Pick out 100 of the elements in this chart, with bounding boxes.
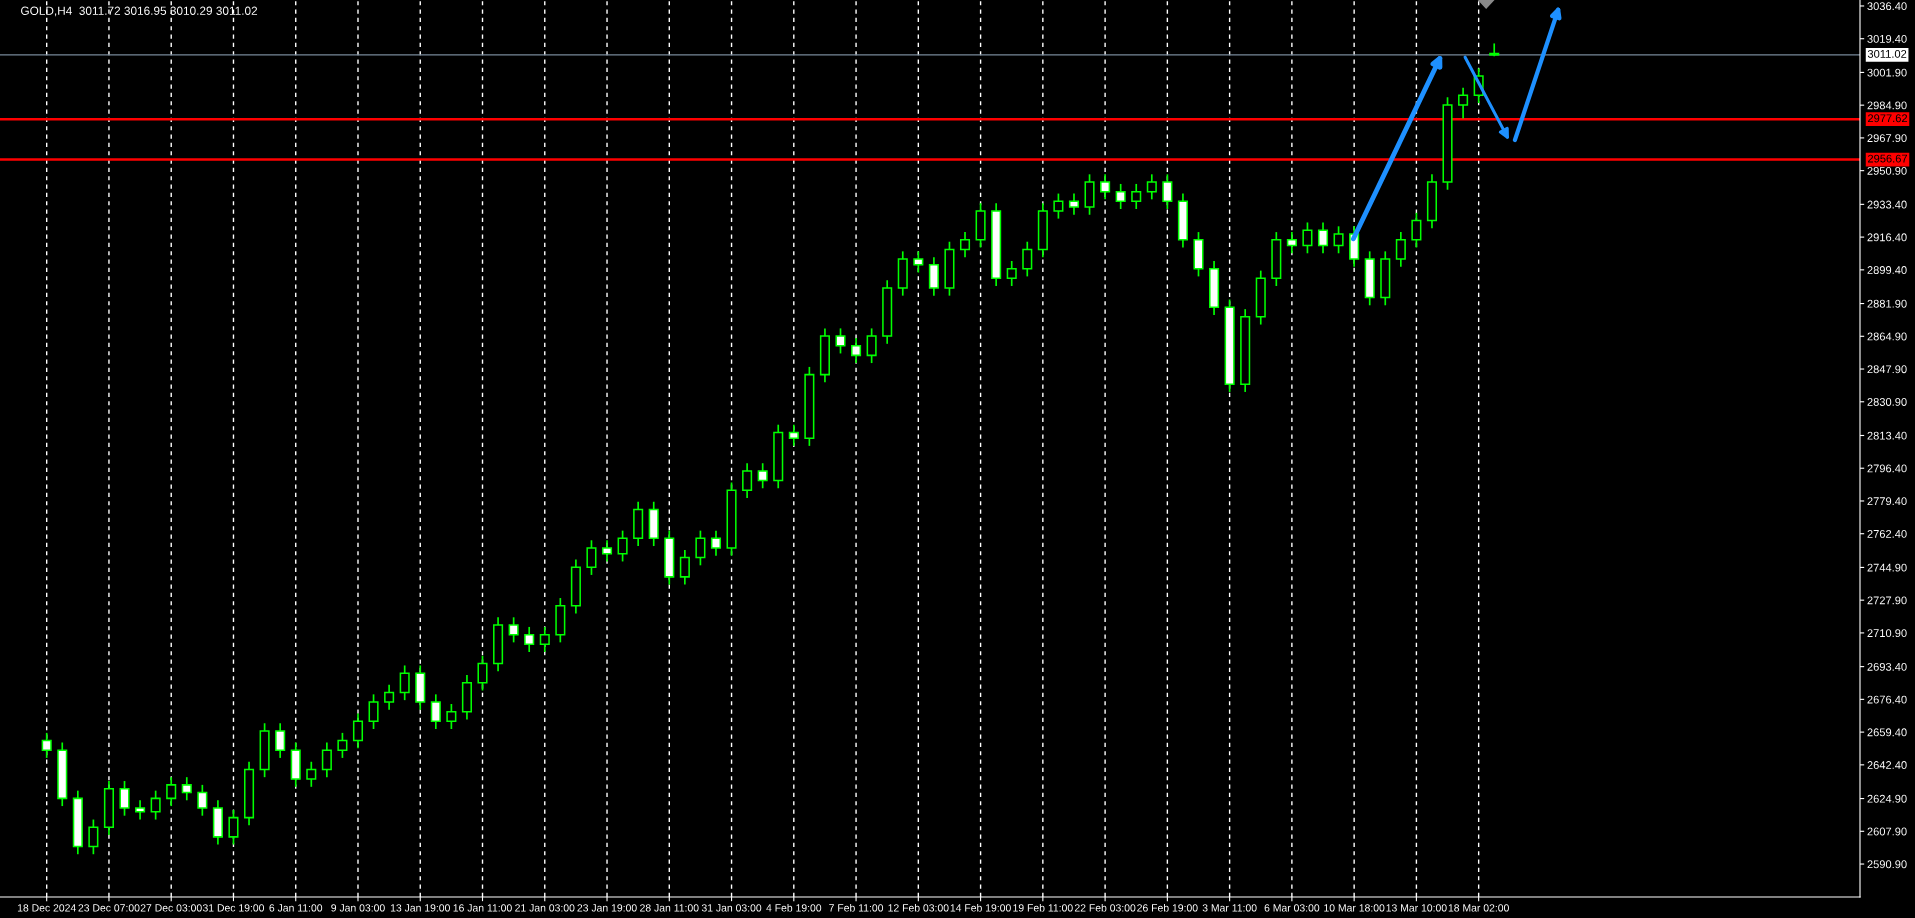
x-tick-label: 19 Feb 11:00 xyxy=(1013,903,1073,912)
candlestick xyxy=(866,327,877,364)
y-tick-label: 2813.40 xyxy=(1867,431,1907,440)
candlestick xyxy=(166,776,177,807)
x-tick-label: 10 Mar 18:00 xyxy=(1324,904,1385,912)
x-tick-label: 31 Dec 19:00 xyxy=(202,904,265,912)
candlestick xyxy=(679,549,690,586)
candlestick xyxy=(959,231,971,258)
y-tick-label: 2950.90 xyxy=(1867,166,1907,175)
x-tick-label: 26 Feb 19:00 xyxy=(1137,903,1198,912)
candlestick xyxy=(1131,183,1142,210)
candlestick xyxy=(446,703,457,730)
y-tick-label: 2984.90 xyxy=(1867,101,1907,110)
candlestick xyxy=(275,722,286,759)
y-tick-label: 3001.90 xyxy=(1867,68,1907,77)
candlestick xyxy=(430,693,441,730)
candlestick xyxy=(197,784,208,817)
candlestick xyxy=(135,799,146,821)
candlestick xyxy=(695,529,706,567)
candlestick xyxy=(913,250,924,274)
y-tick-label: 2881.90 xyxy=(1867,299,1907,308)
candlestick xyxy=(181,776,192,802)
candlestick xyxy=(1053,192,1064,220)
candlestick xyxy=(399,664,410,701)
candlestick xyxy=(1317,221,1329,255)
x-tick-label: 21 Jan 03:00 xyxy=(515,904,575,912)
candlestick xyxy=(306,760,317,788)
candlestick xyxy=(321,741,332,779)
y-tick-label: 3019.40 xyxy=(1867,34,1907,43)
candlestick xyxy=(1458,86,1469,120)
candlestick xyxy=(742,462,753,499)
candlestick xyxy=(1146,173,1157,201)
candlestick xyxy=(539,626,550,653)
y-tick-label: 2796.40 xyxy=(1867,464,1907,473)
candlestick xyxy=(1115,183,1126,210)
x-tick-label: 7 Feb 11:00 xyxy=(829,903,884,912)
candlestick xyxy=(1068,192,1080,216)
x-tick-label: 27 Dec 03:00 xyxy=(140,904,202,912)
y-tick-label: 2779.40 xyxy=(1867,497,1907,506)
candlestick xyxy=(1302,221,1313,255)
x-tick-label: 13 Mar 10:00 xyxy=(1386,904,1447,912)
candlestick xyxy=(524,626,535,653)
candlestick xyxy=(477,654,488,692)
y-tick-label: 2727.90 xyxy=(1867,596,1907,605)
y-tick-label: 3036.40 xyxy=(1867,2,1907,11)
x-tick-label: 23 Dec 07:00 xyxy=(78,904,140,912)
x-tick-label: 13 Jan 19:00 xyxy=(390,904,450,912)
y-tick-label: 2744.90 xyxy=(1867,563,1907,572)
ref-line-label: 2956.67 xyxy=(1868,154,1908,163)
y-tick-label: 2607.90 xyxy=(1867,827,1907,836)
x-tick-label: 22 Feb 03:00 xyxy=(1074,903,1136,912)
candlestick xyxy=(368,693,379,730)
y-tick-label: 2624.90 xyxy=(1867,794,1907,803)
candlestick xyxy=(150,789,161,821)
y-tick-label: 2710.90 xyxy=(1867,629,1907,638)
x-tick-label: 18 Mar 02:00 xyxy=(1448,904,1509,912)
candlestick xyxy=(1395,231,1406,268)
y-tick-label: 2590.90 xyxy=(1867,860,1907,869)
x-tick-label: 9 Jan 03:00 xyxy=(331,904,385,912)
candlestick xyxy=(617,529,628,563)
candlestick xyxy=(228,809,239,846)
x-tick-label: 3 Mar 11:00 xyxy=(1202,904,1257,912)
y-tick-label: 2933.40 xyxy=(1867,200,1907,209)
x-tick-label: 16 Jan 11:00 xyxy=(453,904,512,912)
y-tick-label: 2642.40 xyxy=(1867,761,1907,769)
candlestick xyxy=(384,683,395,711)
candlestick xyxy=(1489,42,1500,58)
x-tick-label: 18 Dec 2024 xyxy=(17,904,76,912)
candlestick xyxy=(352,712,364,750)
candlestick xyxy=(337,732,348,759)
y-tick-label: 2676.40 xyxy=(1867,695,1907,704)
candlestick xyxy=(710,529,722,557)
candlestick xyxy=(119,780,130,817)
candlestick xyxy=(835,327,846,355)
ref-line-label: 2977.62 xyxy=(1868,114,1908,123)
x-tick-label: 12 Feb 03:00 xyxy=(888,903,949,912)
candlestick xyxy=(586,539,597,576)
candlestick xyxy=(1006,260,1017,287)
candlestick xyxy=(928,256,939,297)
y-tick-label: 2899.40 xyxy=(1867,266,1907,274)
x-tick-label: 31 Jan 03:00 xyxy=(701,904,762,912)
candlestick xyxy=(1333,225,1344,255)
candlestick xyxy=(508,616,519,644)
candlestick xyxy=(1022,240,1033,278)
y-tick-label: 2967.90 xyxy=(1867,134,1907,143)
candlestick xyxy=(757,462,768,490)
chart-title: GOLD,H4 3011.72 3016.95 3010.29 3011.02 xyxy=(21,6,258,17)
x-tick-label: 14 Feb 19:00 xyxy=(950,903,1011,912)
candlestick xyxy=(1100,173,1111,201)
x-tick-label: 6 Jan 11:00 xyxy=(269,904,323,912)
y-tick-label: 2916.40 xyxy=(1867,233,1907,242)
y-tick-label: 2693.40 xyxy=(1867,662,1907,671)
candlestick xyxy=(1411,211,1422,249)
x-tick-label: 6 Mar 03:00 xyxy=(1264,904,1320,912)
y-tick-label: 2864.90 xyxy=(1867,332,1907,341)
y-tick-label: 2847.90 xyxy=(1867,365,1907,374)
x-tick-label: 4 Feb 19:00 xyxy=(766,903,822,912)
y-tick-label: 2659.40 xyxy=(1867,728,1907,737)
x-tick-label: 28 Jan 11:00 xyxy=(640,904,699,912)
y-tick-label: 2762.40 xyxy=(1867,529,1907,538)
